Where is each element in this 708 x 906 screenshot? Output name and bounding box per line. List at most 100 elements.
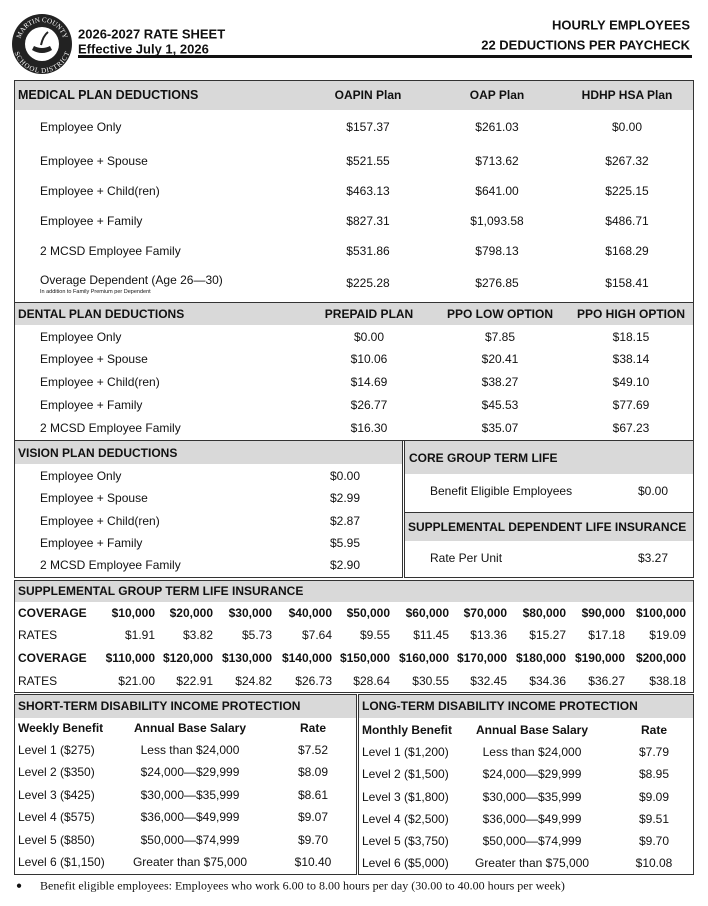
rate: $7.64 — [301, 628, 332, 642]
ltd-box — [358, 694, 694, 875]
rate: $7.52 — [297, 743, 329, 757]
rate: $521.55 — [346, 154, 390, 168]
dependent-life-box — [404, 512, 694, 578]
rate: $90,000 — [581, 606, 625, 620]
rate: $168.29 — [605, 244, 649, 258]
rate: $190,000 — [574, 651, 625, 665]
rate: $0.00 — [330, 469, 361, 483]
rate: $22.91 — [176, 674, 213, 688]
rate: $21.00 — [118, 674, 155, 688]
row-label: Benefit Eligible Employees — [430, 484, 573, 498]
section-title: MEDICAL PLAN DEDUCTIONS — [18, 88, 199, 102]
row-label: Level 3 ($425) — [18, 788, 95, 802]
rate: $10.08 — [635, 856, 673, 870]
subtitle: 22 DEDUCTIONS PER PAYCHECK — [481, 37, 690, 53]
rate: $200,000 — [635, 651, 686, 665]
title: 2026-2027 RATE SHEET — [78, 26, 226, 42]
rate: $267.32 — [605, 154, 649, 168]
rate: Less than $24,000 — [482, 745, 582, 759]
header-band — [405, 441, 693, 474]
rate: $713.62 — [475, 154, 519, 168]
row-label: 2 MCSD Employee Family — [40, 244, 181, 258]
header-band — [15, 581, 693, 602]
rate: $9.51 — [638, 812, 670, 826]
row-label: Employee Only — [40, 469, 122, 483]
row-label: Level 2 ($1,500) — [362, 767, 449, 781]
rate: $130,000 — [221, 651, 272, 665]
row-label: Level 1 ($275) — [18, 743, 95, 757]
logo: MARTIN COUNTY SCHOOL DISTRICT — [12, 14, 72, 75]
rate: $158.41 — [605, 276, 649, 290]
row-label: Employee + Spouse — [40, 154, 148, 168]
row-label: Level 3 ($1,800) — [362, 790, 449, 804]
rate: $80,000 — [522, 606, 566, 620]
rate: $19.09 — [649, 628, 686, 642]
row-label: Employee Only — [40, 120, 122, 134]
rate: $50,000—$74,999 — [140, 833, 240, 847]
rate: $463.13 — [346, 184, 390, 198]
rate: Greater than $75,000 — [132, 855, 248, 869]
column-header: PPO LOW OPTION — [446, 307, 554, 321]
rate: $30,000—$35,999 — [140, 788, 240, 802]
row-label: Employee Only — [40, 330, 122, 344]
rate: $13.36 — [470, 628, 507, 642]
rate: Greater than $75,000 — [474, 856, 590, 870]
rate: $7.85 — [484, 330, 516, 344]
rate: $38.18 — [649, 674, 686, 688]
header-rule — [78, 55, 692, 58]
header-band — [405, 513, 693, 541]
rate: $225.15 — [605, 184, 649, 198]
rate: $11.45 — [413, 628, 449, 642]
row-label: Overage Dependent (Age 26—30) — [40, 273, 223, 287]
rate: $7.79 — [638, 745, 670, 759]
header-band — [15, 695, 356, 718]
rate: $9.07 — [297, 810, 329, 824]
column-header: OAPIN Plan — [334, 88, 402, 102]
row-label: Employee + Spouse — [40, 491, 148, 505]
column-header: Weekly Benefit — [18, 721, 104, 735]
rate: $60,000 — [405, 606, 449, 620]
rate: $120,000 — [162, 651, 213, 665]
row-label: Level 6 ($5,000) — [362, 856, 449, 870]
rate: $49.10 — [612, 375, 650, 389]
rate: $0.00 — [353, 330, 385, 344]
rate: $40,000 — [288, 606, 332, 620]
rate: $9.09 — [638, 790, 670, 804]
rate: $2.87 — [330, 514, 361, 528]
section-title: LONG-TERM DISABILITY INCOME PROTECTION — [362, 699, 638, 713]
rate: $110,000 — [105, 651, 155, 665]
header-band — [359, 695, 693, 718]
rate: $798.13 — [475, 244, 519, 258]
rate: $1,093.58 — [470, 214, 524, 228]
rate: $157.37 — [346, 120, 390, 134]
rate: $24.82 — [235, 674, 272, 688]
rate: $0.00 — [611, 120, 643, 134]
rate: $15.27 — [529, 628, 566, 642]
rate: $5.95 — [330, 536, 361, 550]
rate: $50,000 — [346, 606, 390, 620]
row-label: Rate Per Unit — [430, 551, 503, 565]
rate: $16.30 — [350, 421, 388, 435]
rate: Less than $24,000 — [140, 743, 240, 757]
rate: $26.77 — [350, 398, 388, 412]
column-header: Annual Base Salary — [133, 721, 247, 735]
row-label: Level 5 ($850) — [18, 833, 95, 847]
rate: $45.53 — [481, 398, 519, 412]
rate: $36,000—$49,999 — [140, 810, 240, 824]
column-header: Rate — [299, 721, 327, 735]
rate: $30.55 — [412, 674, 449, 688]
row-label: Level 2 ($350) — [18, 765, 95, 779]
rate: $24,000—$29,999 — [140, 765, 240, 779]
rate: $827.31 — [346, 214, 390, 228]
rate: $38.14 — [612, 352, 650, 366]
column-header: HDHP HSA Plan — [581, 88, 673, 102]
rate: $35.07 — [481, 421, 519, 435]
section-title: VISION PLAN DEDUCTIONS — [18, 446, 178, 460]
rate: $70,000 — [463, 606, 507, 620]
section-title: SHORT-TERM DISABILITY INCOME PROTECTION — [18, 699, 301, 713]
section-title: CORE GROUP TERM LIFE — [409, 451, 558, 465]
row-label: Employee + Family — [40, 398, 143, 412]
rate: $276.85 — [475, 276, 519, 290]
rate: $100,000 — [635, 606, 686, 620]
rate: $20.41 — [481, 352, 519, 366]
